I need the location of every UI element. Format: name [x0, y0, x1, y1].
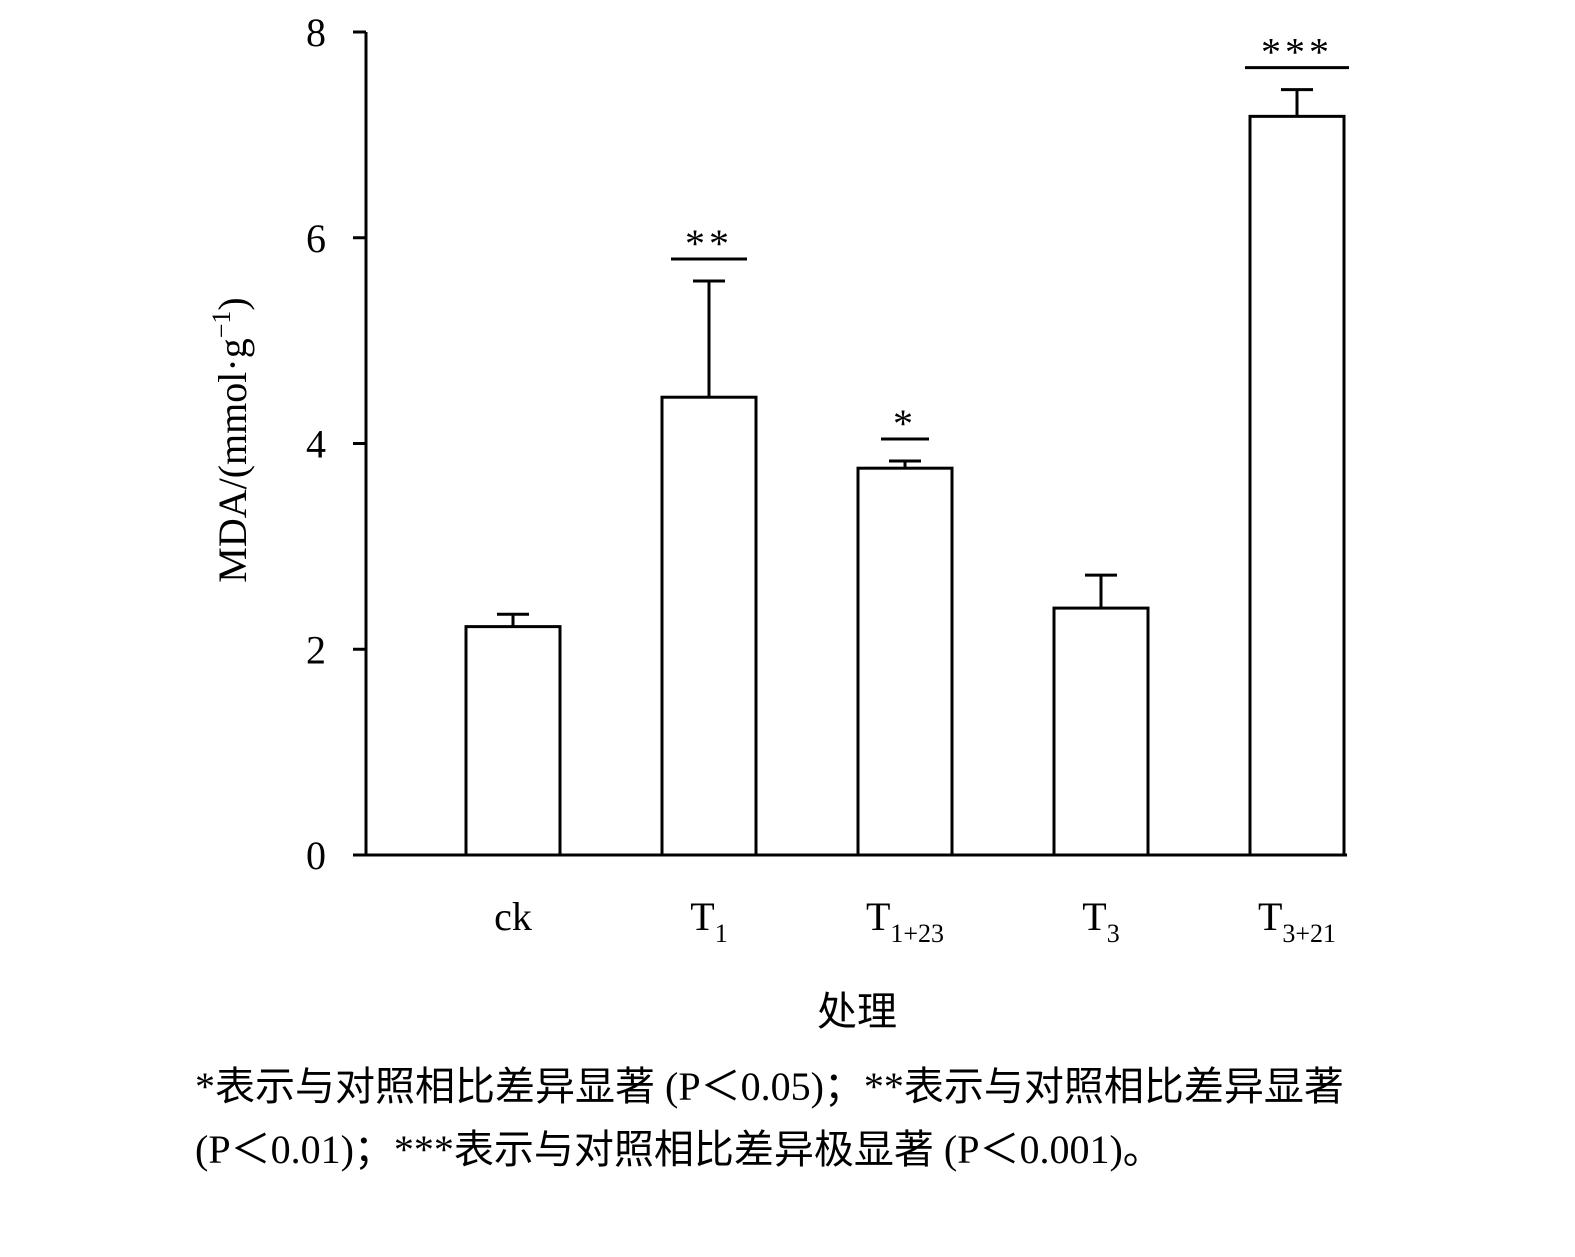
x-axis-label: 处理 — [817, 989, 897, 1034]
x-tick-label-main-0: ck — [494, 894, 532, 939]
bar-1 — [660, 395, 758, 857]
bar-2 — [856, 466, 954, 857]
y-tick-label-0: 0 — [306, 833, 326, 878]
bars — [464, 114, 1346, 857]
bar-3 — [1052, 606, 1150, 857]
x-tick-label-main-4: T — [1258, 894, 1282, 939]
y-axis: 0 2 4 6 8 — [306, 10, 368, 878]
y-tick-label-2: 2 — [306, 627, 326, 672]
x-tick-label-main-3: T — [1082, 894, 1106, 939]
significance-marks: ****** — [671, 30, 1349, 446]
x-tick-label-sub-4: 3+21 — [1282, 919, 1336, 948]
x-tick-labels: ck T1 T1+23 T3 T3+21 — [494, 894, 1336, 948]
x-tick-label-main-2: T — [866, 894, 890, 939]
x-tick-label-3: T3 — [1082, 894, 1119, 948]
x-tick-label-main-1: T — [690, 894, 714, 939]
y-axis-label-close: ) — [210, 297, 255, 310]
x-tick-label-4: T3+21 — [1258, 894, 1336, 948]
x-tick-label-1: T1 — [690, 894, 727, 948]
y-axis-label-main: MDA/(mmol·g — [210, 338, 255, 582]
y-tick-label-8: 8 — [306, 10, 326, 55]
y-tick-label-4: 4 — [306, 422, 326, 467]
y-tick-label-6: 6 — [306, 216, 326, 261]
x-tick-label-sub-1: 1 — [715, 919, 728, 948]
significance-label-4: *** — [1261, 30, 1333, 75]
bar-0 — [464, 625, 562, 857]
error-bars — [497, 88, 1313, 627]
bar-4 — [1248, 114, 1346, 857]
x-tick-label-sub-3: 3 — [1107, 919, 1120, 948]
significance-label-1: ** — [685, 221, 733, 266]
x-tick-label-0: ck — [494, 894, 532, 939]
figure-caption: *表示与对照相比差异显著 (P＜0.05)；**表示与对照相比差异显著 (P＜0… — [195, 1064, 1344, 1172]
y-axis-label-sup: −1 — [207, 311, 236, 339]
x-tick-label-sub-2: 1+23 — [890, 919, 944, 948]
x-tick-label-2: T1+23 — [866, 894, 944, 948]
y-axis-label: MDA/(mmol·g−1) — [207, 297, 255, 582]
significance-label-2: * — [893, 401, 917, 446]
